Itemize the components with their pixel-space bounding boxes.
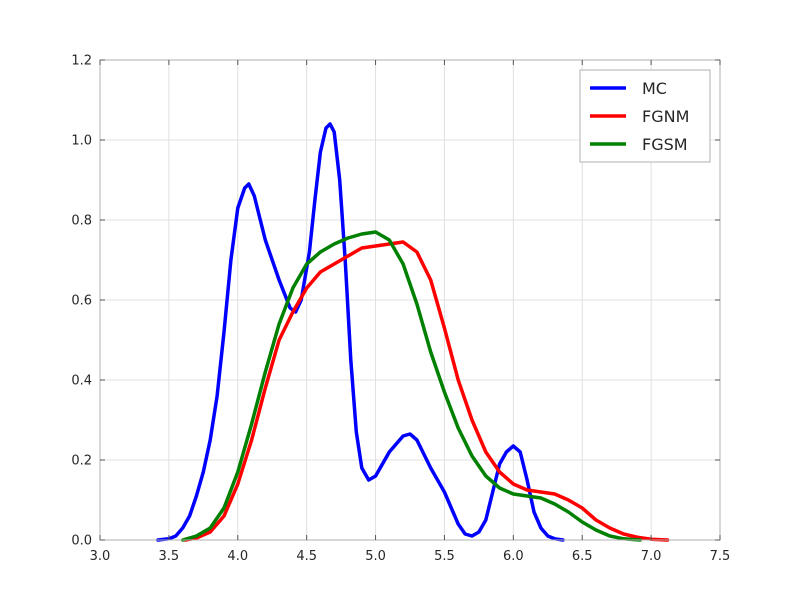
y-axis: 0.0 0.2 0.4 0.6 0.8 1.0 1.2 [71, 54, 720, 549]
y-tick-label: 1.0 [71, 134, 92, 149]
x-tick-label: 6.0 [503, 549, 524, 564]
legend-label-fgnm: FGNM [642, 107, 689, 126]
legend: MC FGNM FGSM [579, 69, 711, 163]
x-tick-label: 4.0 [227, 549, 248, 564]
x-tick-label: 7.0 [641, 549, 662, 564]
series-line-fgnm [183, 240, 670, 542]
x-tick-label: 4.5 [296, 549, 317, 564]
y-tick-label: 0.2 [71, 454, 92, 469]
y-tick-label: 1.2 [71, 54, 92, 69]
x-tick-label: 3.5 [159, 549, 180, 564]
x-axis: 3.0 3.5 4.0 4.5 5.0 5.5 6.0 6.5 7.0 7.5 [90, 60, 731, 564]
x-tick-label: 5.0 [365, 549, 386, 564]
legend-label-fgsm: FGSM [642, 135, 688, 154]
series-line-fgsm [180, 230, 642, 542]
x-tick-label: 7.5 [710, 549, 731, 564]
y-tick-label: 0.4 [71, 374, 92, 389]
series-layer [156, 122, 670, 542]
x-tick-label: 3.0 [90, 549, 111, 564]
y-tick-label: 0.8 [71, 214, 92, 229]
legend-label-mc: MC [642, 79, 667, 98]
y-tick-label: 0.6 [71, 294, 92, 309]
x-tick-label: 6.5 [572, 549, 593, 564]
y-tick-label: 0.0 [71, 534, 92, 549]
x-tick-label: 5.5 [434, 549, 455, 564]
